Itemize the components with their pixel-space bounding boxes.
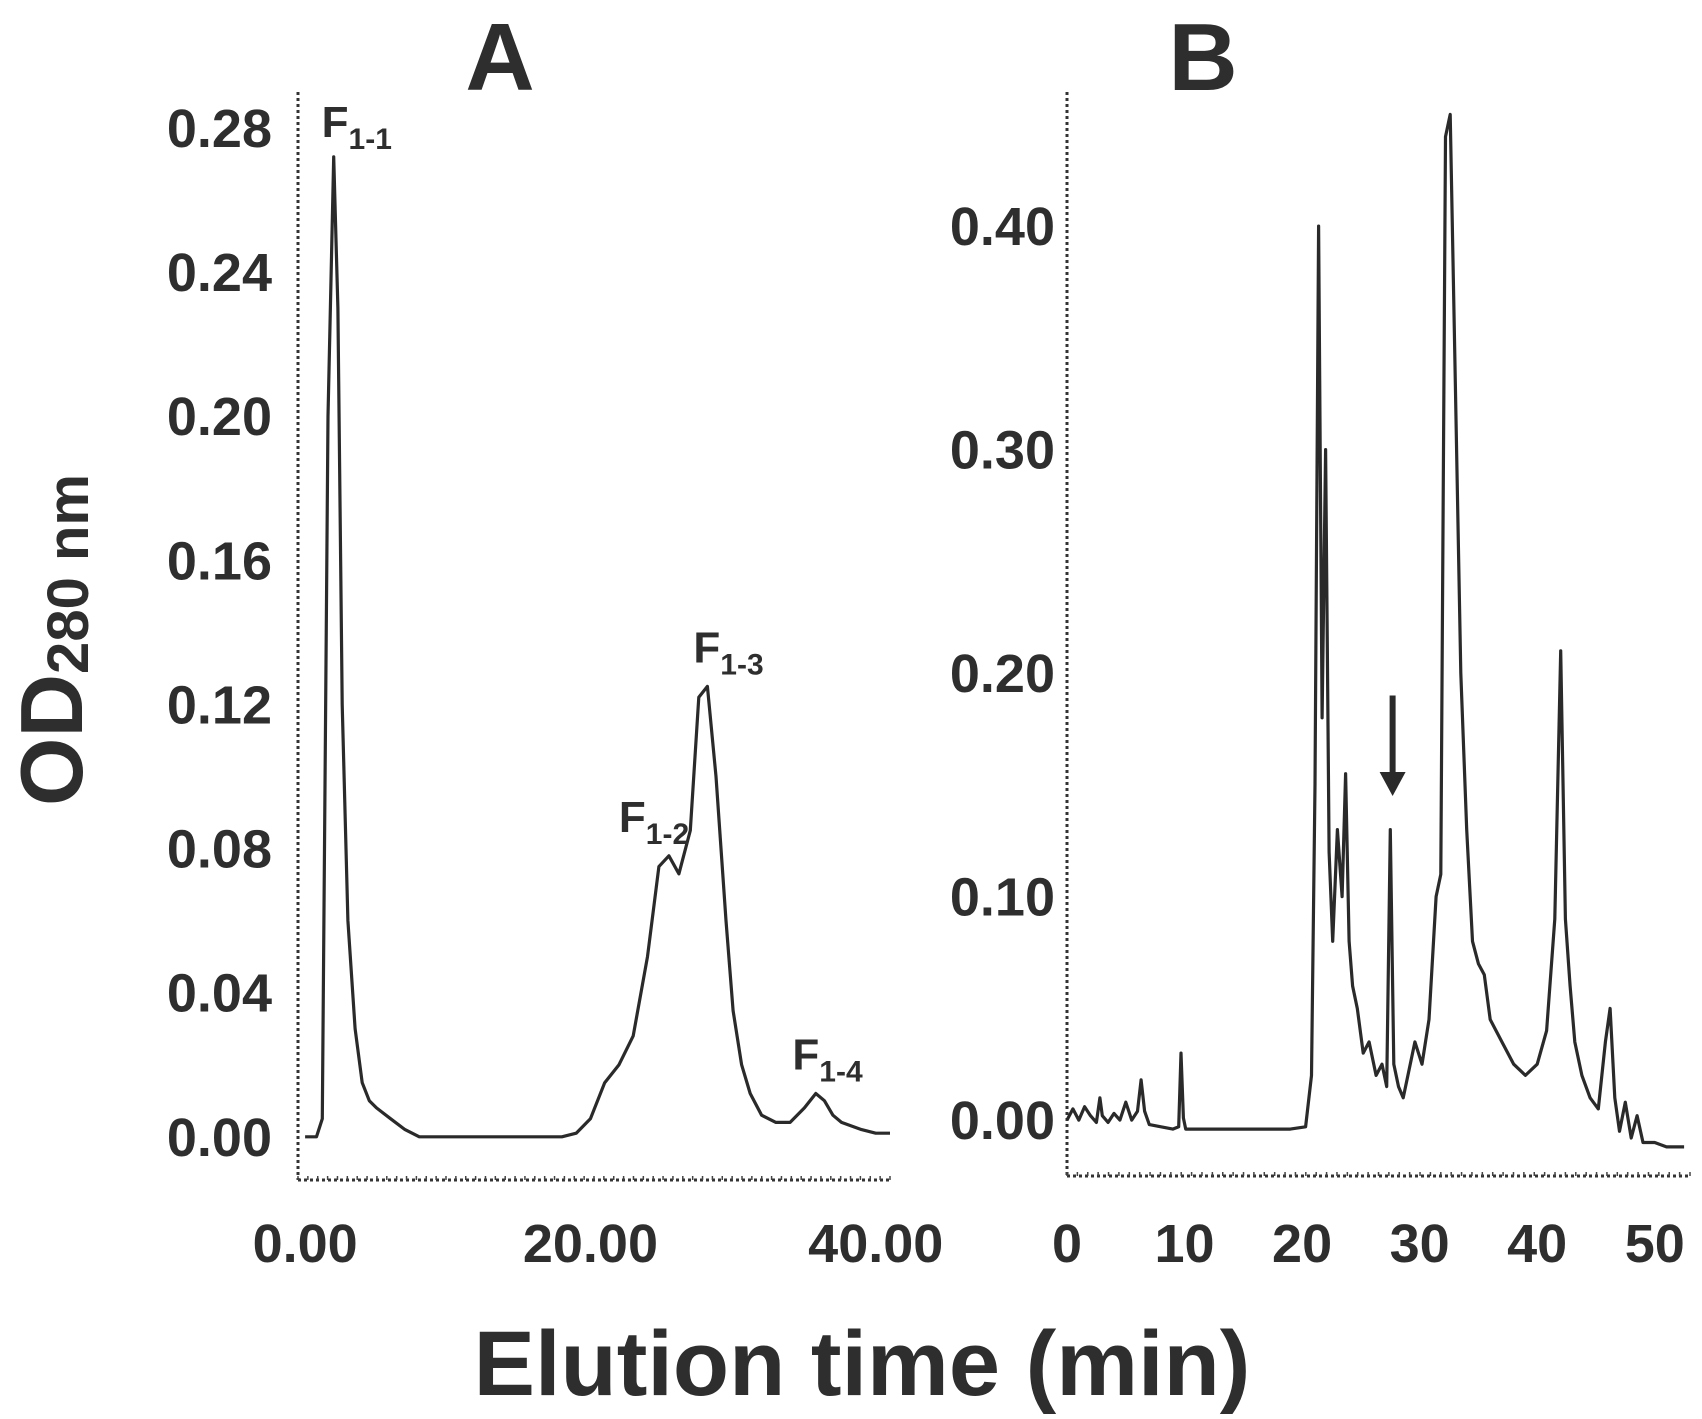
panel-a-y-tick-label: 0.08 xyxy=(167,820,272,880)
panel-b-x-tick-label: 30 xyxy=(1390,1214,1450,1274)
panel-b-x-tick-label: 0 xyxy=(1052,1214,1082,1274)
peak-label-main: F xyxy=(322,98,349,147)
x-axis-title: Elution time (min) xyxy=(474,1313,1251,1415)
panel-b-y-tick-label: 0.10 xyxy=(950,868,1055,928)
panel-a-x-ticks: 0.00 20.00 40.00 xyxy=(253,1176,943,1274)
panel-b-y-tick-label: 0.20 xyxy=(950,644,1055,704)
y-axis-title: OD280 nm xyxy=(2,474,101,806)
panel-b-y-tick-label: 0.00 xyxy=(950,1091,1055,1151)
panel-a-x-tick-label: 40.00 xyxy=(808,1214,943,1274)
panel-b-x-tick-label: 20 xyxy=(1272,1214,1332,1274)
panel-b-x-tick-label: 10 xyxy=(1155,1214,1215,1274)
panel-b-y-tick-label: 0.40 xyxy=(950,197,1055,257)
panel-b-arrow-marker xyxy=(1379,695,1406,797)
panel-label-a: A xyxy=(465,4,534,111)
panel-a-y-ticks: 0.00 0.04 0.08 0.12 0.16 0.20 0.24 0.28 xyxy=(167,99,272,1168)
peak-label-1-3: F1-3 xyxy=(693,623,763,681)
panel-a-y-tick-label: 0.16 xyxy=(167,531,272,591)
panel-a-x-tick-label: 0.00 xyxy=(253,1214,358,1274)
panel-a-y-tick-label: 0.12 xyxy=(167,675,272,735)
peak-label-main: F xyxy=(693,623,720,672)
peak-label-sub: 1-4 xyxy=(819,1056,863,1089)
panel-a-trace xyxy=(305,155,890,1139)
peak-label-main: F xyxy=(792,1031,819,1080)
panel-b-y-tick-label: 0.30 xyxy=(950,421,1055,481)
panel-b-y-ticks: 0.00 0.10 0.20 0.30 0.40 xyxy=(950,197,1055,1151)
peak-label-sub: 1-1 xyxy=(349,123,392,156)
panel-a-peak-labels: F1-1F1-2F1-3F1-4 xyxy=(322,98,863,1089)
peak-label-sub: 1-3 xyxy=(720,648,763,681)
chart-panel-a: A 0.00 0.04 0.08 0.12 0.16 0.20 0.24 0.28 0.00 2… xyxy=(167,4,943,1274)
panel-b-trace xyxy=(1065,112,1685,1149)
arrow-head xyxy=(1379,772,1406,797)
panel-a-y-tick-label: 0.20 xyxy=(167,387,272,447)
panel-a-y-tick-label: 0.28 xyxy=(167,99,272,159)
panel-a-y-tick-label: 0.24 xyxy=(167,243,272,303)
panel-a-y-tick-label: 0.00 xyxy=(167,1108,272,1168)
chart-panel-b: B 0.00 0.10 0.20 0.30 0.40 0 10 20 30 40 50 xyxy=(950,4,1691,1274)
peak-label-1-2: F1-2 xyxy=(619,793,689,851)
peak-label-1-4: F1-4 xyxy=(792,1031,863,1089)
panel-b-x-ticks: 0 10 20 30 40 50 xyxy=(1052,1172,1691,1274)
y-axis-title-sub: 280 nm xyxy=(36,474,101,674)
panel-b-x-tick-label: 40 xyxy=(1507,1214,1567,1274)
peak-label-1-1: F1-1 xyxy=(322,98,392,156)
peak-label-main: F xyxy=(619,793,646,842)
panel-a-x-tick-label: 20.00 xyxy=(523,1214,658,1274)
peak-label-sub: 1-2 xyxy=(646,818,689,851)
panel-a-y-tick-label: 0.04 xyxy=(167,964,272,1024)
panel-b-x-tick-label: 50 xyxy=(1625,1214,1685,1274)
y-axis-title-main: OD xyxy=(2,674,101,806)
panel-label-b: B xyxy=(1168,4,1237,111)
